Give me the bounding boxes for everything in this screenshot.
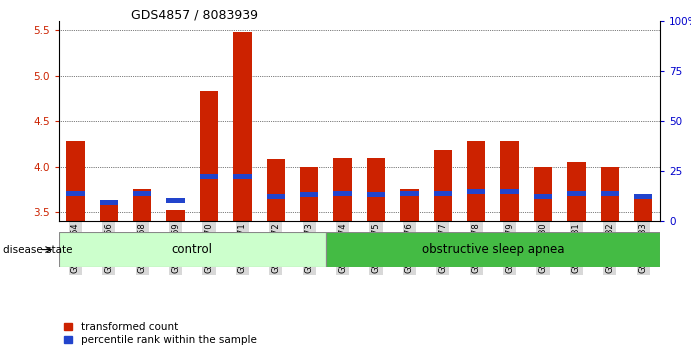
Bar — [300, 192, 319, 197]
FancyBboxPatch shape — [59, 232, 326, 267]
Bar — [133, 189, 151, 221]
Bar — [100, 200, 118, 205]
Bar — [434, 150, 452, 221]
Bar — [300, 167, 319, 221]
Bar — [467, 141, 485, 221]
Bar — [267, 194, 285, 199]
FancyBboxPatch shape — [326, 232, 660, 267]
Bar — [66, 141, 84, 221]
Bar — [167, 198, 184, 203]
Bar — [634, 194, 652, 199]
Bar — [133, 191, 151, 196]
Bar — [334, 158, 352, 221]
Bar — [100, 201, 118, 221]
Bar — [567, 191, 585, 196]
Legend: transformed count, percentile rank within the sample: transformed count, percentile rank withi… — [64, 322, 256, 345]
Bar — [234, 32, 252, 221]
Text: GDS4857 / 8083939: GDS4857 / 8083939 — [131, 9, 258, 22]
Text: disease state: disease state — [3, 245, 73, 255]
Bar — [500, 141, 519, 221]
Bar — [367, 192, 385, 197]
Bar — [567, 162, 585, 221]
Bar — [534, 167, 552, 221]
Bar — [167, 210, 184, 221]
Text: obstructive sleep apnea: obstructive sleep apnea — [422, 243, 564, 256]
Bar — [66, 191, 84, 196]
Bar — [600, 167, 619, 221]
Bar — [234, 173, 252, 178]
Bar — [534, 194, 552, 199]
Bar — [267, 159, 285, 221]
Bar — [367, 158, 385, 221]
Bar — [334, 191, 352, 196]
Bar — [200, 91, 218, 221]
Bar — [500, 189, 519, 194]
Bar — [634, 194, 652, 221]
Text: control: control — [172, 243, 213, 256]
Bar — [434, 191, 452, 196]
Bar — [200, 173, 218, 178]
Bar — [600, 191, 619, 196]
Bar — [400, 189, 419, 221]
Bar — [467, 189, 485, 194]
Bar — [400, 191, 419, 196]
